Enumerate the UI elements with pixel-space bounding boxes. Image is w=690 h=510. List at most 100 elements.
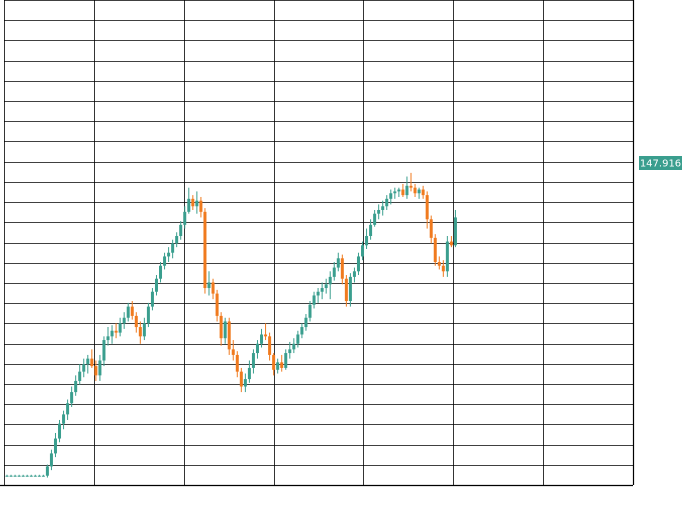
candle-up: [377, 209, 381, 214]
candle-down: [433, 237, 437, 263]
candle-up: [292, 343, 296, 350]
candle-series: [5, 172, 457, 478]
candle-up: [300, 327, 304, 335]
candle-up: [171, 243, 175, 253]
candle-down: [344, 278, 348, 302]
candle-up: [21, 475, 25, 477]
candle-up: [417, 189, 421, 194]
candle-up: [37, 475, 41, 477]
candle-up: [385, 198, 389, 207]
candle-up: [13, 475, 17, 477]
candle-up: [49, 453, 53, 467]
candle-up: [336, 258, 340, 268]
candle-up: [320, 288, 324, 292]
candle-up: [102, 340, 106, 361]
candle-down: [90, 358, 94, 367]
candle-up: [445, 241, 449, 272]
candle-up: [361, 245, 365, 257]
candle-up: [276, 362, 280, 370]
candle-up: [29, 475, 33, 477]
candle-up: [183, 211, 187, 225]
candle-up: [62, 414, 66, 424]
candle-up: [146, 306, 150, 324]
candle-up: [243, 379, 247, 387]
candle-down: [409, 185, 413, 188]
candle-down: [280, 362, 284, 368]
candle-down: [227, 321, 231, 350]
candle-up: [110, 330, 114, 337]
candle-up: [316, 291, 320, 296]
candle-up: [86, 358, 90, 365]
candle-up: [78, 371, 82, 381]
candle-down: [235, 354, 239, 372]
candle-up: [453, 217, 457, 246]
candle-up: [304, 317, 308, 328]
candle-up: [373, 213, 377, 225]
candle-down: [114, 330, 118, 333]
candle-down: [264, 334, 268, 337]
candle-down: [429, 219, 433, 238]
candle-up: [296, 334, 300, 344]
candle-down: [134, 315, 138, 328]
candle-up: [159, 265, 163, 279]
candle-up: [74, 380, 78, 393]
candle-up: [260, 334, 264, 344]
candle-up: [397, 189, 401, 192]
candle-down: [441, 265, 445, 272]
candle-up: [207, 282, 211, 289]
candle-down: [191, 198, 195, 207]
candle-up: [187, 198, 191, 212]
candle-up: [356, 256, 360, 272]
candle-down: [437, 262, 441, 266]
candle-up: [348, 276, 352, 302]
candle-up: [25, 475, 29, 477]
candle-up: [118, 323, 122, 333]
candle-up: [41, 475, 45, 477]
candle-up: [98, 360, 102, 376]
candle-down: [340, 258, 344, 279]
candle-up: [389, 193, 393, 199]
candle-up: [150, 291, 154, 307]
candle-down: [138, 327, 142, 337]
candle-up: [5, 475, 9, 477]
candle-up: [247, 367, 251, 380]
candle-down: [199, 200, 203, 212]
candle-up: [154, 278, 158, 292]
candle-up: [163, 256, 167, 266]
candle-up: [175, 235, 179, 244]
candle-down: [130, 306, 134, 316]
candle-up: [142, 323, 146, 337]
candle-down: [421, 189, 425, 196]
candle-up: [33, 475, 37, 477]
candle-up: [312, 295, 316, 305]
candle-down: [268, 336, 272, 355]
candle-up: [308, 304, 312, 318]
last-price-tag-bg: [639, 156, 682, 170]
candle-up: [53, 438, 57, 454]
candle-up: [255, 343, 259, 354]
candle-up: [251, 353, 255, 368]
candle-up: [405, 185, 409, 196]
candle-up: [126, 306, 130, 318]
candle-down: [231, 349, 235, 355]
candle-up: [195, 200, 199, 207]
candle-down: [219, 315, 223, 339]
candle-up: [365, 235, 369, 246]
candle-up: [328, 276, 332, 285]
candle-up: [284, 353, 288, 368]
candle-up: [223, 321, 227, 339]
candle-up: [179, 224, 183, 236]
candle-down: [203, 211, 207, 289]
candle-up: [332, 267, 336, 277]
plot-frame: [0, 0, 635, 487]
candle-up: [82, 364, 86, 372]
candle-down: [425, 195, 429, 220]
candle-up: [106, 336, 110, 341]
candle-down: [401, 189, 405, 196]
last-price-tag: 147.916: [639, 156, 682, 170]
candle-down: [94, 366, 98, 376]
candle-up: [369, 224, 373, 236]
last-price-label: 147.916: [640, 159, 681, 170]
candle-down: [413, 187, 417, 194]
